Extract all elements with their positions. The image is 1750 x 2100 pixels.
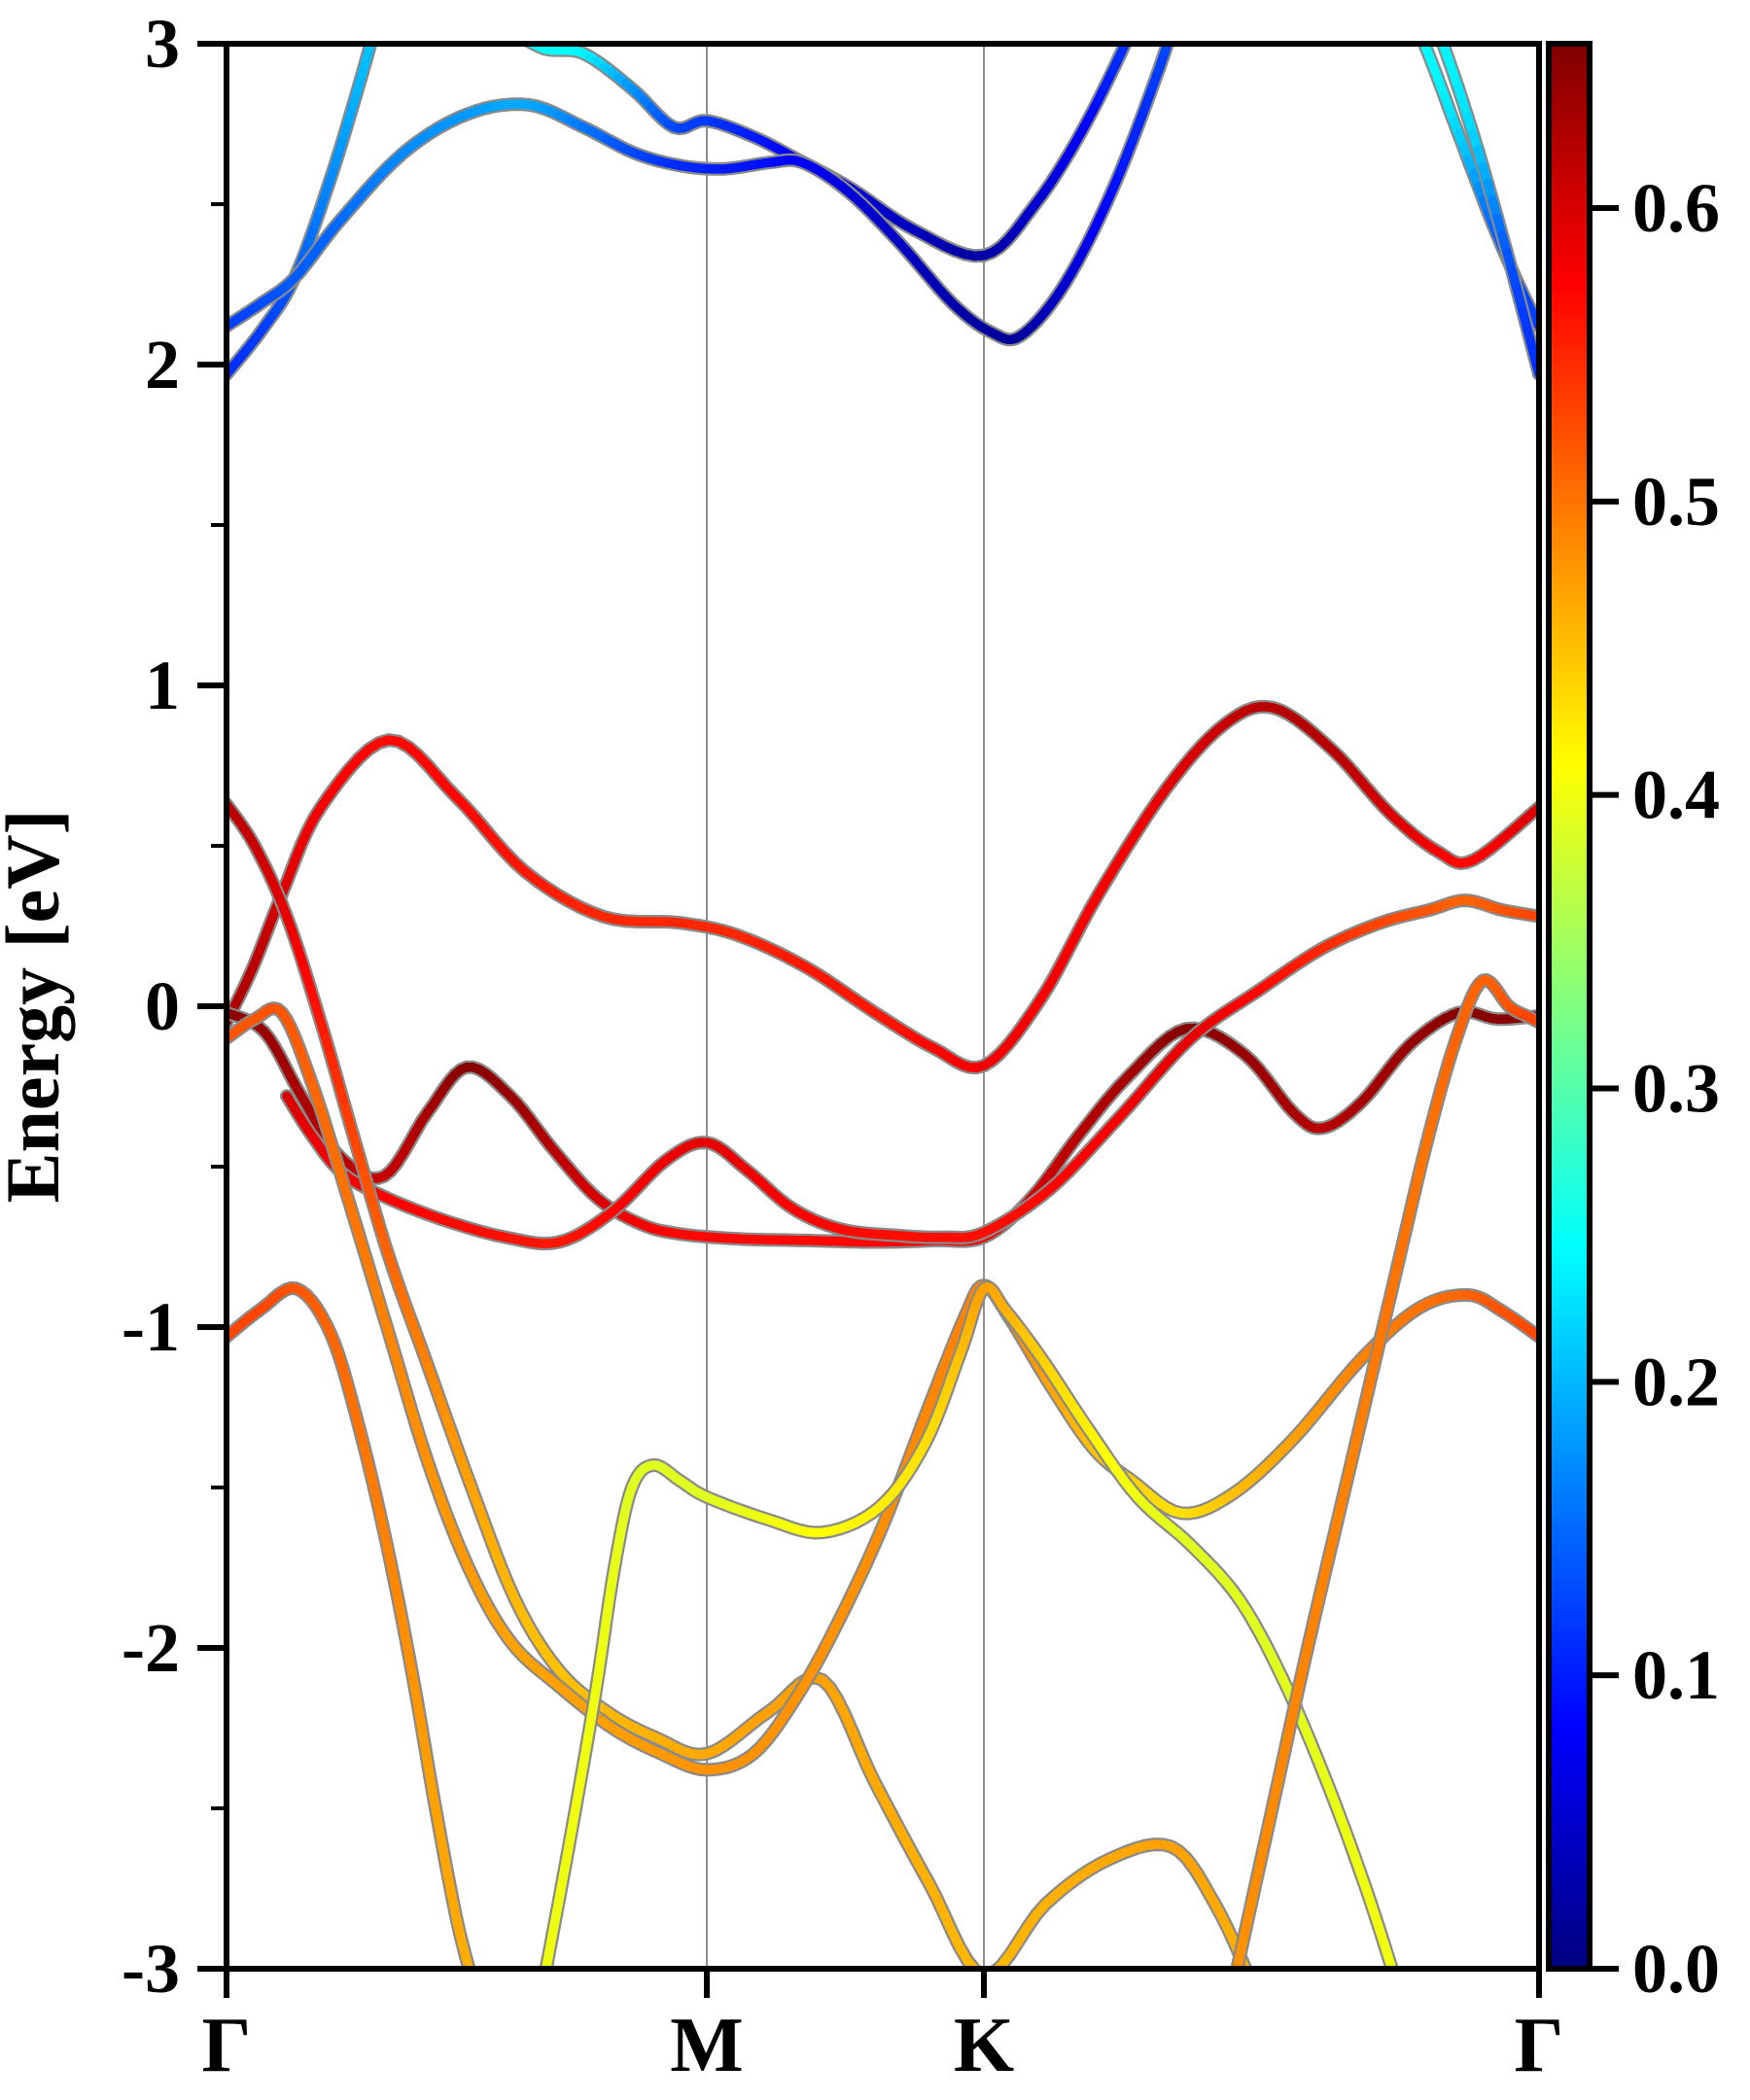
x-tick-label-1: M xyxy=(670,2003,744,2088)
y-tick-label: 1 xyxy=(145,647,180,724)
y-tick-label: 0 xyxy=(145,967,180,1045)
y-axis-label: Energy [eV] xyxy=(0,809,75,1203)
colorbar-tick-label: 0.0 xyxy=(1632,1930,1720,2008)
x-tick-label-2: K xyxy=(954,2003,1014,2088)
colorbar-tick-label: 0.5 xyxy=(1632,463,1720,541)
y-tick-label: -2 xyxy=(122,1609,180,1687)
band-steep-yellow-Kvalley xyxy=(227,797,1253,1969)
colorbar-tick-label: 0.3 xyxy=(1632,1050,1720,1128)
y-tick-label: 3 xyxy=(145,5,180,83)
colorbar-tick-label: 0.1 xyxy=(1632,1636,1720,1714)
y-tick-label: -3 xyxy=(122,1930,180,2008)
y-tick-label: 2 xyxy=(145,326,180,403)
band-darkred-domes xyxy=(227,1004,1539,1249)
colorbar-tick-label: 0.2 xyxy=(1632,1343,1720,1420)
x-tick-label-0: Γ xyxy=(202,2003,252,2088)
band-left-bump-plunge xyxy=(227,1280,476,1969)
band-valence-top-metallic xyxy=(227,699,1539,1075)
x-tick-label-3: Γ xyxy=(1515,2003,1564,2088)
colorbar-tick-label: 0.4 xyxy=(1632,756,1720,834)
gridlines xyxy=(706,44,985,1969)
band-lines xyxy=(227,44,1539,1969)
band-red-M-peak xyxy=(280,893,1539,1251)
band-right-steep-riser xyxy=(1230,973,1539,1969)
colorbar: 0.6 0.5 0.4 0.3 0.2 0.1 0.0 xyxy=(1546,41,1720,2008)
y-tick-label: -1 xyxy=(122,1288,180,1366)
band-green-arc xyxy=(539,1279,1400,1969)
colorbar-tick-label: 0.6 xyxy=(1632,169,1720,247)
y-axis: 3 2 1 0 -1 -2 -3 xyxy=(122,5,227,2008)
